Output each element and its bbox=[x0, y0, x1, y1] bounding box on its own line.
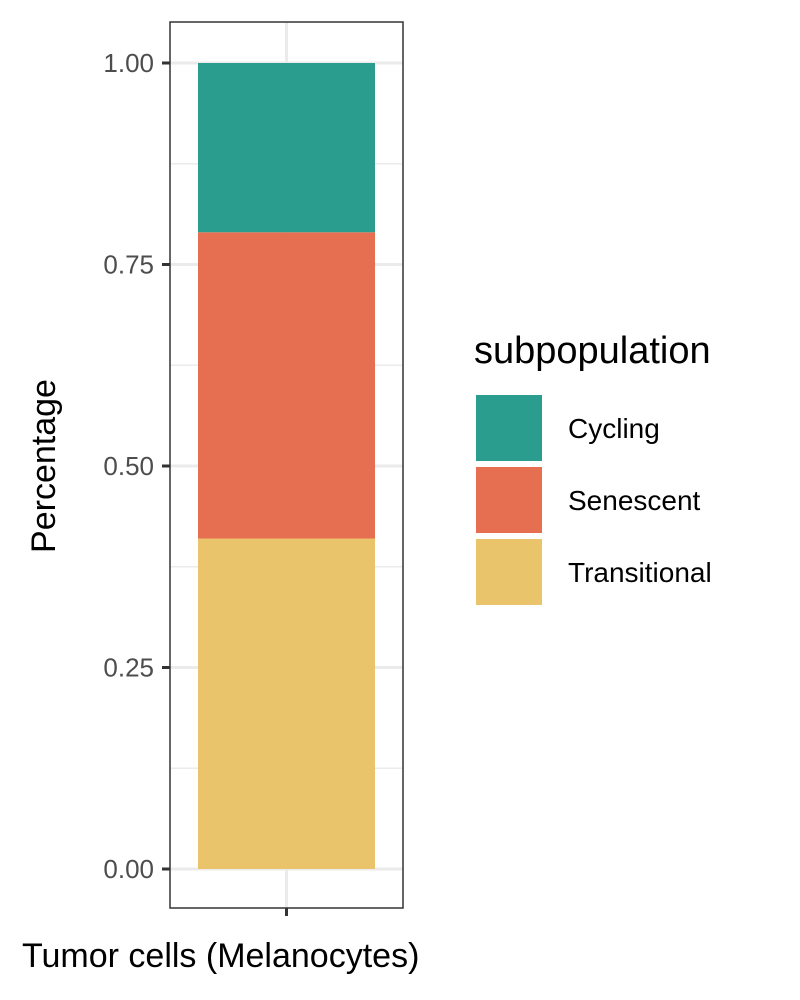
legend-key-senescent bbox=[476, 467, 542, 533]
y-axis: 0.00 0.25 0.50 0.75 1.00 bbox=[103, 48, 288, 916]
y-tick-label: 0.00 bbox=[103, 854, 154, 884]
legend: subpopulation Cycling Senescent Transition… bbox=[474, 330, 712, 605]
y-tick-label: 0.50 bbox=[103, 451, 154, 481]
legend-key-cycling bbox=[476, 395, 542, 461]
x-axis-title: Tumor cells (Melanocytes) bbox=[22, 937, 419, 975]
legend-key-transitional bbox=[476, 539, 542, 605]
y-tick-label: 0.75 bbox=[103, 250, 154, 280]
legend-title: subpopulation bbox=[474, 330, 711, 372]
y-tick-label: 0.25 bbox=[103, 653, 154, 683]
legend-label-senescent: Senescent bbox=[568, 485, 701, 516]
y-axis-title: Percentage bbox=[25, 379, 63, 553]
bar-segment-transitional bbox=[198, 538, 375, 869]
plot-area bbox=[169, 21, 404, 909]
bar-segment-senescent bbox=[198, 232, 375, 539]
legend-label-cycling: Cycling bbox=[568, 413, 660, 444]
bar-segment-cycling bbox=[198, 63, 375, 233]
legend-label-transitional: Transitional bbox=[568, 557, 712, 588]
y-tick-label: 1.00 bbox=[103, 48, 154, 78]
